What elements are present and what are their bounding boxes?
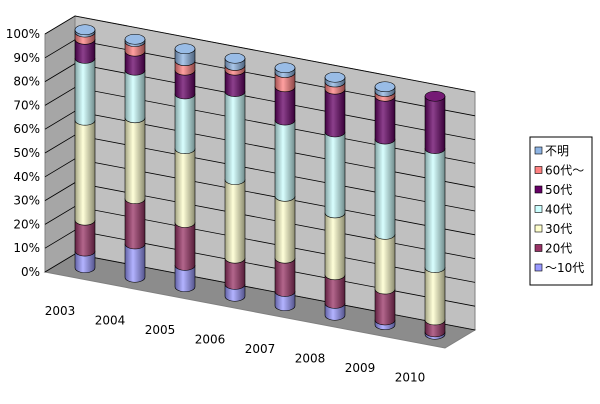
bar-top-cap bbox=[174, 43, 196, 55]
y-tick-label: 10% bbox=[13, 241, 40, 255]
bar-segment bbox=[224, 69, 246, 97]
y-tick-label: 40% bbox=[13, 170, 40, 184]
bar-top-cap bbox=[324, 71, 346, 83]
y-tick-label: 20% bbox=[13, 217, 40, 231]
bar-segment bbox=[124, 117, 146, 205]
bar-segment bbox=[224, 91, 246, 185]
bar-segment bbox=[424, 148, 446, 273]
bar-stack bbox=[174, 43, 196, 293]
bar-segment bbox=[174, 93, 196, 155]
legend-label: 30代 bbox=[545, 222, 572, 236]
bar-segment bbox=[324, 212, 346, 281]
bar-segment bbox=[274, 86, 296, 126]
bar-segment bbox=[424, 95, 446, 154]
bar-stack bbox=[124, 33, 146, 283]
bar-top-cap bbox=[74, 24, 96, 36]
x-tick-label: 2003 bbox=[45, 304, 76, 318]
bar-segment bbox=[174, 222, 196, 271]
bar-top-cap bbox=[224, 52, 246, 64]
bar-stack bbox=[324, 71, 346, 321]
legend-swatch bbox=[534, 146, 543, 155]
bar-segment bbox=[424, 267, 446, 326]
legend-swatch bbox=[534, 166, 543, 174]
bar-segment bbox=[74, 219, 96, 257]
bar-segment bbox=[324, 88, 346, 138]
legend-swatch bbox=[534, 205, 543, 213]
legend-label: 不明 bbox=[545, 144, 569, 158]
bar-stack bbox=[274, 62, 296, 312]
bar-segment bbox=[174, 69, 196, 100]
x-tick-label: 2010 bbox=[395, 370, 426, 384]
bar-segment bbox=[324, 131, 346, 219]
bar-segment bbox=[274, 195, 296, 264]
bar-segment bbox=[124, 243, 146, 283]
bar-segment bbox=[224, 179, 246, 264]
bar-segment bbox=[224, 257, 246, 290]
y-tick-label: 0% bbox=[21, 265, 40, 279]
bar-stack bbox=[374, 81, 396, 331]
bar-stack bbox=[424, 90, 446, 340]
x-tick-label: 2009 bbox=[345, 361, 376, 375]
bar-segment bbox=[74, 250, 96, 274]
bar-stack bbox=[224, 52, 246, 302]
bar-segment bbox=[274, 257, 296, 297]
bar-segment bbox=[124, 69, 146, 124]
bar-segment bbox=[374, 95, 396, 145]
x-tick-label: 2007 bbox=[245, 342, 276, 356]
legend-label: 60代～ bbox=[545, 164, 584, 178]
bar-segment bbox=[124, 50, 146, 76]
y-tick-label: 80% bbox=[13, 75, 40, 89]
bar-segment bbox=[374, 288, 396, 326]
y-tick-label: 70% bbox=[13, 98, 40, 112]
y-tick-label: 50% bbox=[13, 146, 40, 160]
legend-label: ～10代 bbox=[545, 261, 584, 275]
bar-segment bbox=[174, 148, 196, 228]
bar-segment bbox=[374, 234, 396, 295]
legend-swatch bbox=[534, 224, 543, 233]
x-tick-label: 2004 bbox=[95, 313, 126, 327]
y-tick-label: 30% bbox=[13, 194, 40, 208]
bar-segment bbox=[274, 291, 296, 312]
gridline bbox=[44, 15, 476, 93]
bar-stack bbox=[74, 24, 96, 274]
bar-top-cap bbox=[274, 62, 296, 74]
legend: 不明 60代～ 50代 40代 30代 20代 ～10代 bbox=[529, 136, 593, 286]
bar-segment bbox=[124, 198, 146, 250]
legend-swatch bbox=[534, 185, 543, 194]
bars bbox=[74, 24, 446, 340]
y-tick-label: 100% bbox=[6, 27, 40, 41]
bar-segment bbox=[324, 274, 346, 309]
bar-segment bbox=[274, 72, 296, 93]
bar-segment bbox=[74, 38, 96, 64]
bar-top-cap bbox=[424, 90, 446, 102]
bar-segment bbox=[74, 58, 96, 126]
legend-label: 50代 bbox=[545, 183, 572, 197]
bar-segment bbox=[274, 119, 296, 202]
y-tick-label: 60% bbox=[13, 122, 40, 136]
bar-top-cap bbox=[374, 81, 396, 93]
x-tick-label: 2005 bbox=[145, 323, 176, 337]
bar-segment bbox=[174, 265, 196, 293]
bar-top-cap bbox=[124, 33, 146, 45]
x-tick-label: 2008 bbox=[295, 351, 326, 365]
legend-swatch bbox=[534, 244, 543, 252]
legend-swatch bbox=[534, 263, 543, 272]
legend-label: 20代 bbox=[545, 242, 572, 256]
legend-label: 40代 bbox=[545, 203, 572, 217]
x-tick-label: 2006 bbox=[195, 332, 226, 346]
bar-segment bbox=[74, 119, 96, 226]
y-tick-label: 90% bbox=[13, 51, 40, 65]
bar-segment bbox=[374, 138, 396, 240]
